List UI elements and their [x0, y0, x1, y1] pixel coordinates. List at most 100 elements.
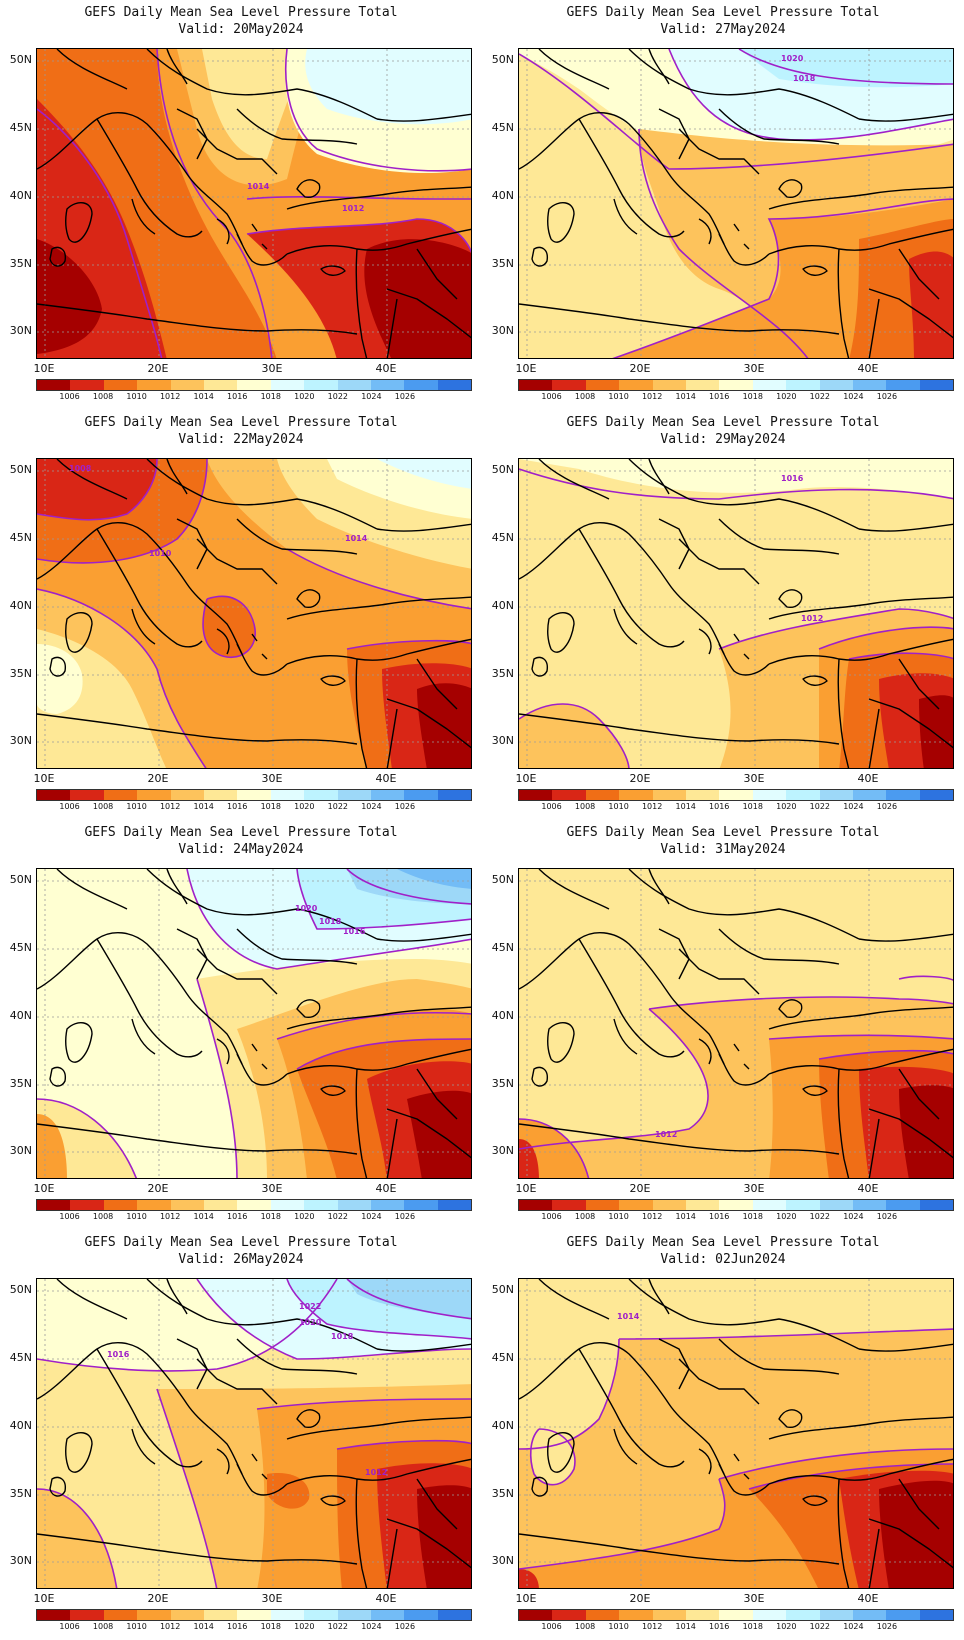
isobar-line [284, 49, 471, 172]
colorbar-tick-label: 1008 [92, 1212, 114, 1221]
isobar-label: 1012 [365, 1468, 387, 1477]
coastline [648, 1279, 670, 1315]
colorbar-swatch [652, 380, 686, 390]
coastline [176, 928, 208, 980]
isobar-line [37, 459, 208, 564]
coastline [296, 1409, 321, 1429]
coastline [296, 999, 321, 1019]
coastline [320, 675, 346, 686]
latitude-label: 50N [491, 463, 514, 476]
latitude-label: 35N [491, 667, 514, 680]
colorbar-tick-label: 1020 [776, 802, 797, 811]
latitude-label: 50N [9, 1283, 32, 1296]
colorbar-tick-label: 1014 [193, 802, 214, 811]
colorbar-swatch [819, 1200, 853, 1210]
pressure-fill-region [519, 704, 629, 768]
latitude-label: 30N [491, 324, 514, 337]
pressure-map: 1014 [518, 1278, 954, 1589]
colorbar-tick-label: 1020 [294, 1212, 315, 1221]
coastline [286, 1458, 471, 1485]
isobar-line [276, 1011, 471, 1040]
isobar-line [638, 128, 809, 358]
coastline [64, 1432, 93, 1473]
colorbar-tick-label: 1022 [327, 802, 349, 811]
colorbar-swatch [203, 790, 238, 800]
coastline [386, 1528, 398, 1588]
longitude-label: 20E [147, 1182, 169, 1195]
colorbar-tick-label: 1012 [641, 802, 663, 811]
colorbar-tick-label: 1012 [641, 1622, 663, 1631]
isobar-line [818, 1049, 953, 1060]
coastline [146, 49, 378, 120]
pressure-fill-region [879, 1480, 953, 1588]
coastline [538, 869, 610, 910]
isobar-label: 1012 [342, 204, 364, 213]
colorbar-swatch [519, 380, 553, 390]
coastline [613, 198, 638, 235]
coastline [296, 179, 321, 199]
latitude-label: 40N [9, 599, 32, 612]
colorbar-tick-label: 1020 [294, 1622, 315, 1631]
colorbar-tick-label: 1018 [260, 392, 281, 401]
colorbar-swatch [619, 1610, 653, 1620]
colorbar-tick-label: 1010 [126, 392, 147, 401]
colorbar-tick-label: 1010 [608, 1622, 629, 1631]
colorbar-swatch [370, 1200, 405, 1210]
latitude-label: 50N [9, 53, 32, 66]
coastline [131, 1018, 156, 1055]
latitude-label: 40N [9, 189, 32, 202]
colorbar-swatch [337, 1200, 371, 1210]
isobar-line [156, 1388, 218, 1588]
coastline [131, 1428, 156, 1465]
coastline [286, 596, 471, 620]
longitude-label: 10E [515, 362, 537, 375]
coastline [658, 1338, 690, 1390]
panel-valid-date: Valid: 27May2024 [660, 22, 786, 37]
isobar-label: 1016 [107, 1350, 130, 1359]
isobar-line [519, 1008, 709, 1150]
colorbar-swatch [685, 790, 720, 800]
colorbar-swatch [370, 1610, 405, 1620]
latitude-label: 35N [9, 257, 32, 270]
coastline [802, 675, 828, 686]
isobar-line [648, 996, 953, 1010]
colorbar-swatch [552, 790, 586, 800]
isobar-line [718, 1448, 953, 1480]
isobar-line [37, 1098, 138, 1178]
colorbar-swatch [519, 1200, 553, 1210]
coastline [49, 1476, 67, 1497]
latitude-label: 30N [9, 1554, 32, 1567]
colorbar-swatch [237, 790, 271, 800]
pressure-fill-region [909, 251, 953, 358]
coastline [858, 113, 953, 122]
longitude-label: 30E [743, 772, 765, 785]
colorbar-tick-label: 1006 [59, 802, 80, 811]
colorbar-swatch [437, 380, 472, 390]
colorbar-tick-label: 1020 [294, 802, 315, 811]
colorbar-swatch [370, 380, 405, 390]
colorbar-tick-label: 1018 [260, 802, 281, 811]
latitude-label: 50N [9, 873, 32, 886]
colorbar-tick-label: 1006 [59, 392, 80, 401]
colorbar-swatch [652, 1200, 686, 1210]
isobar-line [336, 1439, 471, 1450]
colorbar-swatch [304, 790, 338, 800]
pressure-fill-region [37, 239, 102, 354]
latitude-label: 50N [9, 463, 32, 476]
longitude-label: 30E [743, 1592, 765, 1605]
coastline [56, 459, 128, 500]
coastline [613, 1428, 638, 1465]
coastline [718, 928, 840, 965]
coastline [718, 1338, 840, 1375]
isobar-label: 1016 [781, 474, 804, 483]
latitude-label: 45N [9, 1351, 32, 1364]
coastline [858, 1343, 953, 1352]
pressure-map: 1014 1012 [36, 48, 472, 359]
coastline [296, 589, 321, 609]
isobar-label: 1014 [617, 1312, 640, 1321]
colorbar-swatch [919, 380, 954, 390]
colorbar-tick-label: 1012 [159, 802, 181, 811]
latitude-label: 40N [491, 599, 514, 612]
colorbar [36, 1609, 472, 1621]
colorbar-swatch [919, 1200, 954, 1210]
